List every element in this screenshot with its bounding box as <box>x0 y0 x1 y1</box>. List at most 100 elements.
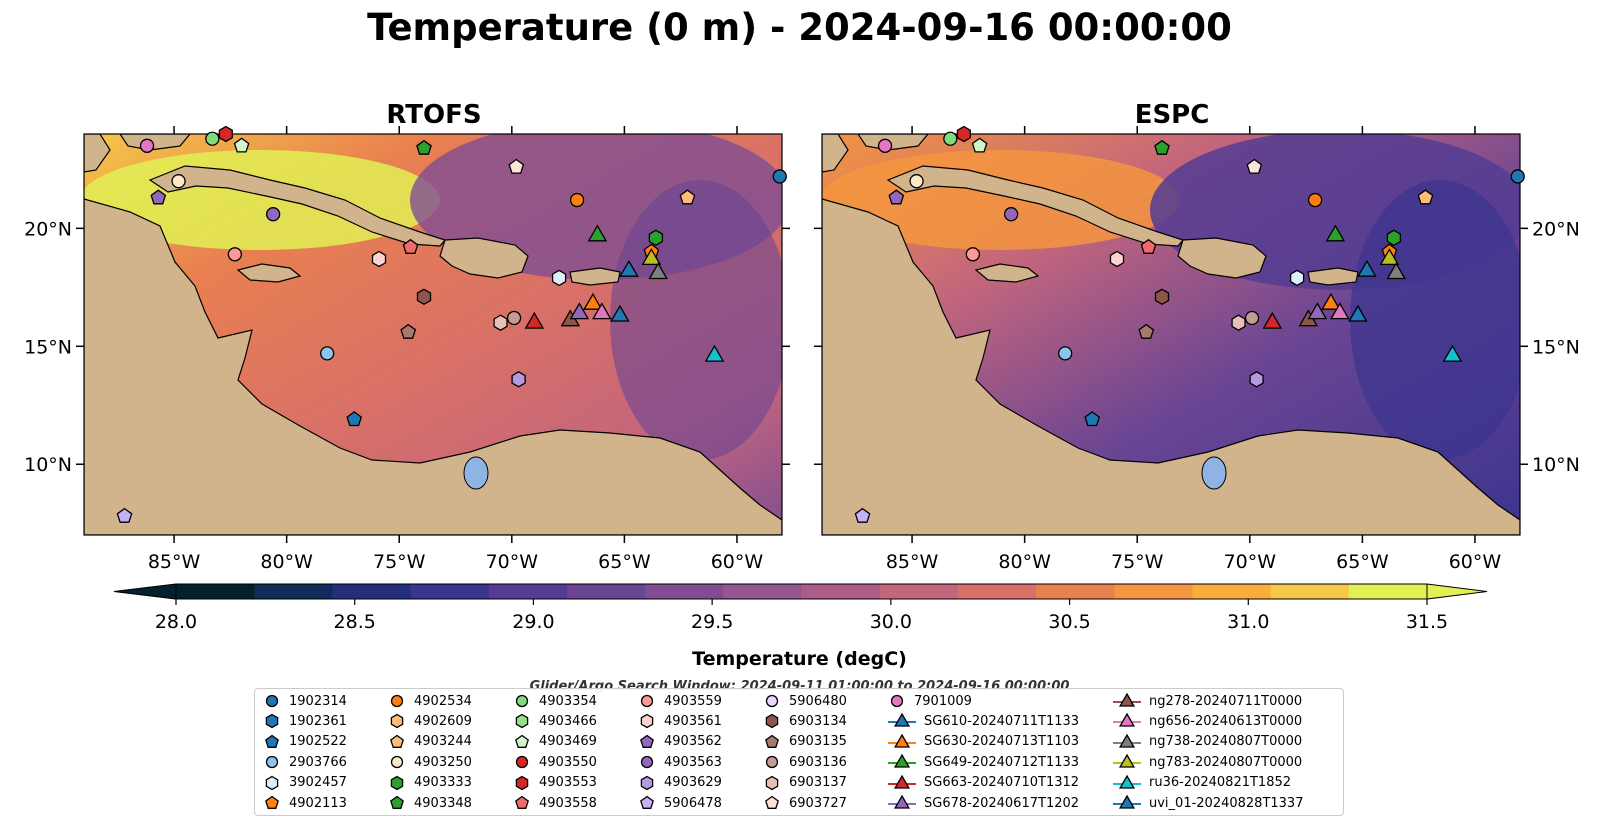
legend-marker-icon <box>1113 692 1141 707</box>
legend-marker-icon <box>765 694 779 708</box>
argo-float-marker <box>511 371 526 388</box>
glider-marker <box>569 302 590 320</box>
legend-marker-icon <box>640 795 654 809</box>
legend-marker-icon <box>265 795 279 809</box>
legend-marker-icon <box>765 756 779 769</box>
colorbar-bin <box>723 584 803 599</box>
argo-float-marker <box>1289 269 1305 287</box>
legend-item: SG610-20240711T1133 <box>886 711 1079 731</box>
legend-item: 4903558 <box>511 793 597 813</box>
legend-label: SG630-20240713T1103 <box>924 734 1080 750</box>
panel-title-rtofs: RTOFS <box>386 100 482 130</box>
legend-label: ng656-20240613T0000 <box>1149 713 1303 729</box>
legend: 1902314 1902361 1902522 2903766 3902457 49021… <box>254 688 1344 816</box>
lon-tick-label: 80°W <box>998 551 1051 573</box>
glider-marker <box>1325 224 1346 242</box>
legend-label: 4903561 <box>664 713 722 729</box>
legend-label: 1902522 <box>289 734 347 750</box>
legend-marker-icon <box>640 775 654 790</box>
glider-marker <box>587 224 608 242</box>
argo-float-marker <box>1140 238 1157 254</box>
colorbar-bin <box>801 584 881 599</box>
legend-label: 4903553 <box>539 775 597 791</box>
legend-item: 4903466 <box>511 711 597 731</box>
legend-marker-icon <box>515 734 529 748</box>
colorbar-bin <box>176 584 255 599</box>
legend-marker-icon <box>515 775 529 790</box>
legend-item: 4902609 <box>386 711 472 731</box>
argo-float-marker <box>320 346 335 361</box>
legend-item: 4903563 <box>636 752 722 772</box>
legend-label: 4903333 <box>414 775 472 791</box>
legend-label: 5906478 <box>664 795 722 811</box>
legend-item: ng656-20240613T0000 <box>1111 711 1302 731</box>
legend-item: 4903550 <box>511 752 597 772</box>
colorbar-bin <box>488 584 568 599</box>
colorbar-tick-label: 30.5 <box>1048 611 1090 633</box>
glider-marker <box>641 248 662 266</box>
legend-marker-icon <box>265 694 279 708</box>
legend-marker-icon <box>640 714 654 729</box>
argo-float-marker <box>854 507 871 523</box>
legend-label: 6903137 <box>789 775 847 791</box>
lon-tick-label: 85°W <box>886 551 939 573</box>
colorbar-bin <box>957 584 1037 599</box>
legend-item: SG678-20240617T1202 <box>886 793 1079 813</box>
legend-item: 1902314 <box>261 691 347 711</box>
argo-float-marker <box>1417 189 1434 205</box>
legend-item: 4903250 <box>386 752 472 772</box>
argo-float-marker <box>956 125 971 143</box>
argo-float-marker <box>150 189 167 205</box>
legend-label: ng738-20240807T0000 <box>1149 734 1303 750</box>
glider-marker <box>524 311 545 329</box>
glider-marker <box>704 344 725 362</box>
legend-item: SG663-20240710T1312 <box>886 773 1079 793</box>
argo-float-marker <box>971 137 988 153</box>
legend-label: 4903550 <box>539 754 597 770</box>
argo-float-marker <box>1246 158 1263 174</box>
legend-marker-icon <box>390 714 404 729</box>
argo-float-marker <box>1154 139 1170 155</box>
legend-item: 4903629 <box>636 773 722 793</box>
colorbar-bin <box>1192 584 1272 599</box>
colorbar-extend-high <box>1426 583 1488 600</box>
colorbar-bin <box>1036 584 1115 599</box>
colorbar-tick-label: 28.0 <box>155 611 197 633</box>
legend-item: uvi_01-20240828T1337 <box>1111 793 1303 813</box>
legend-label: uvi_01-20240828T1337 <box>1149 795 1304 811</box>
legend-item: ng783-20240807T0000 <box>1111 752 1302 772</box>
lat-tick-label: 10°N <box>24 454 72 476</box>
legend-label: 4902609 <box>414 713 472 729</box>
colorbar-tick-label: 28.5 <box>334 611 376 633</box>
legend-marker-icon <box>888 794 916 809</box>
glider-marker <box>1321 292 1341 310</box>
argo-float-marker <box>569 192 585 208</box>
legend-marker-icon <box>265 734 279 748</box>
legend-label: 4903244 <box>414 734 472 750</box>
espc-map <box>822 134 1520 535</box>
legend-marker-icon <box>1113 794 1141 809</box>
argo-float-marker <box>416 288 432 306</box>
legend-label: 6903134 <box>789 713 847 729</box>
lon-tick-label: 70°W <box>1224 551 1277 573</box>
argo-float-marker <box>116 507 133 523</box>
legend-item: 4902534 <box>386 691 472 711</box>
legend-item: 4903561 <box>636 711 722 731</box>
lon-tick-label: 65°W <box>598 551 651 573</box>
colorbar-bin <box>1270 584 1350 599</box>
argo-float-marker <box>402 238 419 254</box>
legend-item: 6903135 <box>761 732 847 752</box>
argo-float-marker <box>205 131 220 146</box>
lon-tick-label: 60°W <box>1449 551 1502 573</box>
panel-title-espc: ESPC <box>1134 100 1210 130</box>
lon-tick-label: 75°W <box>373 551 426 573</box>
glider-marker <box>1330 302 1350 320</box>
glider-marker <box>1348 304 1368 322</box>
legend-label: 4903354 <box>539 693 597 709</box>
legend-marker-icon <box>640 756 654 769</box>
legend-item: ru36-20240821T1852 <box>1111 773 1291 793</box>
legend-label: 4903466 <box>539 713 597 729</box>
legend-label: 4903559 <box>664 693 722 709</box>
colorbar-tick-label: 31.5 <box>1406 611 1448 633</box>
legend-label: 4903562 <box>664 734 722 750</box>
